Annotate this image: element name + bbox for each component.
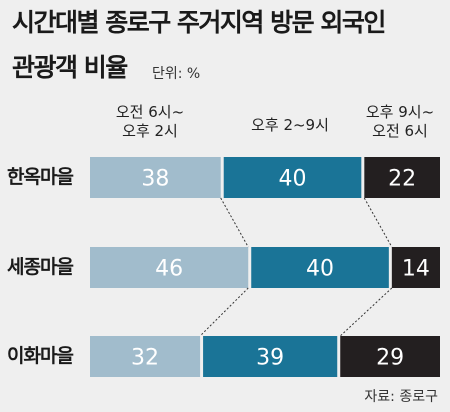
bar-ihwa-night [340, 336, 440, 377]
connector-line-sejong-ihwa-2 [339, 287, 393, 337]
row-label-sejong: 세종마을 [7, 256, 74, 278]
value-label-ihwa-night: 29 [376, 346, 404, 371]
bar-sejong-night [391, 247, 440, 288]
legend-label-morning-line-1: 오전 6시~ [115, 103, 185, 121]
bar-sejong-afternoon [251, 247, 389, 288]
unit-label: 단위: % [152, 66, 201, 82]
value-label-sejong-morning: 46 [155, 257, 183, 282]
chart-title-line-1: 시간대별 종로구 주거지역 방문 외국인 [12, 8, 386, 37]
legend-label-morning-line-2: 오후 2시 [122, 122, 178, 140]
value-label-ihwa-morning: 32 [131, 346, 159, 371]
bar-ihwa-afternoon [203, 336, 338, 377]
legend-label-night-line-1: 오후 9시~ [365, 103, 435, 121]
value-label-sejong-afternoon: 40 [306, 257, 334, 282]
value-label-ihwa-afternoon: 39 [256, 346, 284, 371]
bar-hanok-afternoon [223, 157, 362, 198]
value-label-sejong-night: 14 [402, 257, 430, 282]
legend-label-morning: 오전 6시~ 오후 2시 [90, 103, 210, 141]
bar-hanok-morning [90, 157, 221, 198]
connector-line-hanok-sejong-1 [220, 197, 249, 248]
chart-title-line-2: 관광객 비율 [12, 53, 128, 82]
bar-sejong-morning [90, 247, 249, 288]
connector-line-sejong-ihwa-1 [199, 287, 249, 337]
legend-label-afternoon-line-1: 오후 2~9시 [251, 116, 329, 134]
bar-ihwa-morning [90, 336, 201, 377]
legend-label-afternoon: 오후 2~9시 [220, 116, 360, 135]
legend-label-night: 오후 9시~ 오전 6시 [350, 103, 450, 141]
value-label-hanok-morning: 38 [141, 167, 169, 192]
value-label-hanok-afternoon: 40 [279, 167, 307, 192]
legend-label-night-line-2: 오전 6시 [372, 122, 428, 140]
row-label-ihwa: 이화마을 [7, 345, 74, 367]
connector-line-hanok-sejong-2 [363, 197, 393, 248]
bar-hanok-night [364, 157, 440, 198]
row-label-hanok: 한옥마을 [7, 166, 74, 188]
value-label-hanok-night: 22 [388, 167, 416, 192]
source-note: 자료: 종로구 [364, 389, 438, 405]
